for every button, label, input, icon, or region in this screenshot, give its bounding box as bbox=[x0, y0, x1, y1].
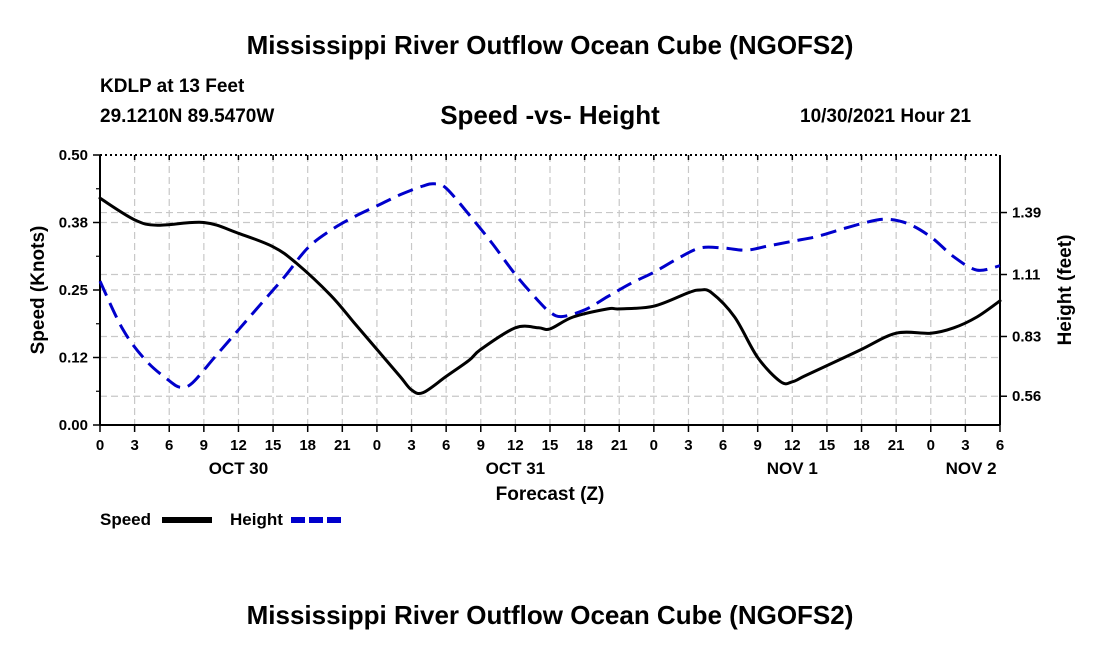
x-tick-label: 6 bbox=[996, 437, 1004, 454]
x-tick-label: 12 bbox=[507, 437, 524, 454]
x-tick-label: 12 bbox=[784, 437, 801, 454]
y2-tick-label: 1.11 bbox=[1012, 267, 1040, 284]
y-tick-label: 0.50 bbox=[59, 147, 88, 164]
x-tick-label: 3 bbox=[407, 437, 415, 454]
x-axis-title: Forecast (Z) bbox=[496, 484, 605, 505]
height-series-line bbox=[98, 182, 1001, 390]
station-coordinates: 29.1210N 89.5470W bbox=[100, 106, 275, 127]
x-tick-label: 12 bbox=[230, 437, 247, 454]
x-tick-label: 3 bbox=[130, 437, 138, 454]
chart-subtitle: Speed -vs- Height bbox=[440, 100, 660, 130]
x-tick-label: 18 bbox=[576, 437, 593, 454]
x-tick-label: 9 bbox=[200, 437, 208, 454]
x-tick-label: 15 bbox=[542, 437, 559, 454]
x-tick-label: 3 bbox=[961, 437, 969, 454]
legend-speed-label: Speed bbox=[100, 510, 151, 529]
y-axis-title: Speed (Knots) bbox=[28, 226, 49, 355]
x-tick-label: 6 bbox=[165, 437, 173, 454]
x-tick-label: 3 bbox=[684, 437, 692, 454]
second-chart-title: Mississippi River Outflow Ocean Cube (NG… bbox=[246, 600, 854, 630]
speed-series-line bbox=[98, 196, 1002, 396]
x-tick-label: 21 bbox=[334, 437, 351, 454]
y2-tick-label: 0.83 bbox=[1012, 328, 1041, 345]
date-label: OCT 30 bbox=[209, 459, 269, 478]
x-tick-label: 6 bbox=[442, 437, 450, 454]
y2-axis-title: Height (feet) bbox=[1055, 235, 1076, 346]
y2-tick-label: 0.56 bbox=[1012, 388, 1041, 405]
date-label: NOV 2 bbox=[946, 459, 997, 478]
x-tick-label: 0 bbox=[650, 437, 658, 454]
x-tick-label: 15 bbox=[819, 437, 836, 454]
date-label: OCT 31 bbox=[486, 459, 546, 478]
x-tick-label: 9 bbox=[477, 437, 485, 454]
x-tick-label: 15 bbox=[265, 437, 282, 454]
chart-title: Mississippi River Outflow Ocean Cube (NG… bbox=[246, 30, 854, 60]
x-tick-label: 0 bbox=[927, 437, 935, 454]
x-tick-label: 21 bbox=[611, 437, 628, 454]
y-tick-label: 0.00 bbox=[59, 417, 88, 434]
y2-tick-label: 1.39 bbox=[1012, 205, 1041, 222]
x-tick-label: 18 bbox=[853, 437, 870, 454]
x-tick-label: 9 bbox=[754, 437, 762, 454]
x-tick-label: 18 bbox=[299, 437, 316, 454]
date-label: NOV 1 bbox=[767, 459, 818, 478]
forecast-datetime: 10/30/2021 Hour 21 bbox=[800, 106, 972, 127]
y-tick-label: 0.25 bbox=[59, 282, 88, 299]
y-tick-label: 0.12 bbox=[59, 350, 88, 367]
x-tick-label: 6 bbox=[719, 437, 727, 454]
legend-height-label: Height bbox=[230, 510, 283, 529]
y-tick-label: 0.38 bbox=[59, 215, 88, 232]
x-tick-label: 0 bbox=[96, 437, 104, 454]
station-label: KDLP at 13 Feet bbox=[100, 76, 245, 97]
x-tick-label: 0 bbox=[373, 437, 381, 454]
x-tick-label: 21 bbox=[888, 437, 905, 454]
